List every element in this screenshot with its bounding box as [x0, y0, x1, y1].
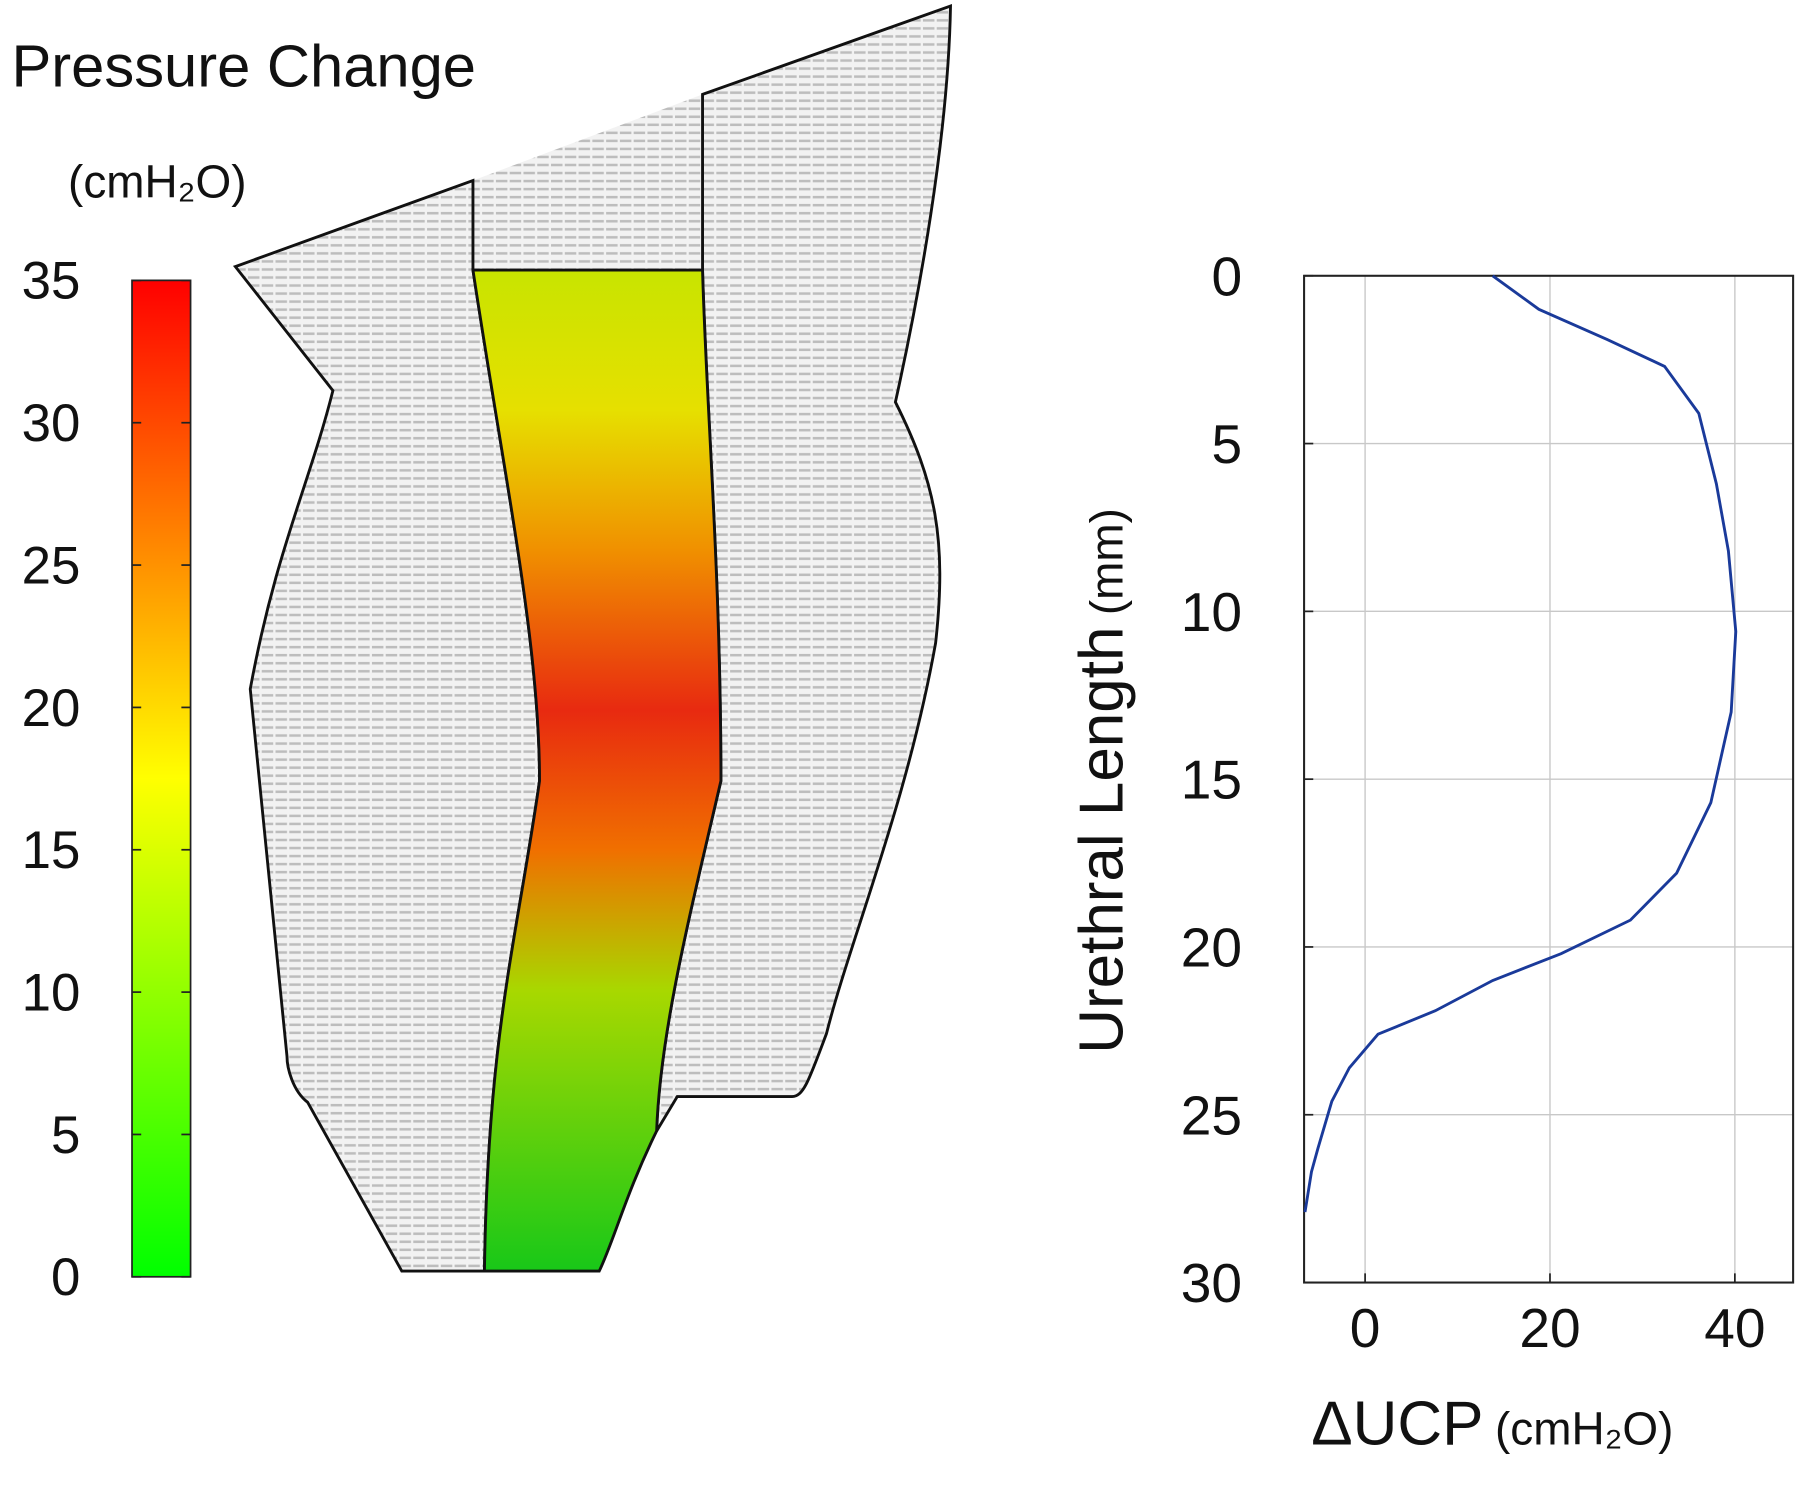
x-tick-label: 40: [1704, 1297, 1765, 1359]
y-tick-label: 20: [1181, 916, 1242, 978]
colorbar-tick-label: 35: [22, 252, 81, 311]
line: [1303, 274, 1738, 1213]
urethra-pressure-map: [471, 268, 723, 1273]
x-axis-title: ΔUCP: [1311, 1389, 1483, 1458]
y-tick-label: 15: [1181, 749, 1242, 811]
plot-frame: [1303, 274, 1795, 1284]
x-axis-unit: (cmH₂O): [1495, 1402, 1673, 1454]
y-tick-label: 5: [1211, 413, 1242, 475]
colorbar-tick-label: 30: [22, 394, 81, 453]
x-axis-label: ΔUCP (cmH₂O): [1311, 1389, 1673, 1458]
y-axis-unit: (mm): [1081, 508, 1133, 615]
y-axis-title: Urethral Length: [1068, 627, 1137, 1054]
y-tick-label: 25: [1181, 1084, 1242, 1146]
colorbar-tick-label: 20: [22, 679, 81, 738]
y-tick-label: 30: [1181, 1252, 1242, 1314]
colorbar-tick-label: 5: [51, 1106, 80, 1165]
x-tick-label: 0: [1350, 1297, 1381, 1359]
y-tick-label: 0: [1211, 245, 1242, 307]
colorbar-tick-label: 25: [22, 536, 81, 595]
colorbar: [131, 279, 192, 1278]
y-tick-label: 10: [1181, 581, 1242, 643]
anatomy-illustration: [232, 3, 952, 1273]
colorbar-tick-label: 15: [22, 821, 81, 880]
colorbar-tick-label: 0: [51, 1248, 80, 1307]
colorbar-unit: (cmH₂O): [68, 156, 246, 208]
tissue: [472, 94, 703, 271]
colorbar-title: Pressure Change: [11, 32, 476, 99]
colorbar-tick-label: 10: [22, 963, 81, 1022]
y-axis-label: Urethral Length (mm): [1068, 508, 1137, 1054]
x-tick-label: 20: [1519, 1297, 1580, 1359]
